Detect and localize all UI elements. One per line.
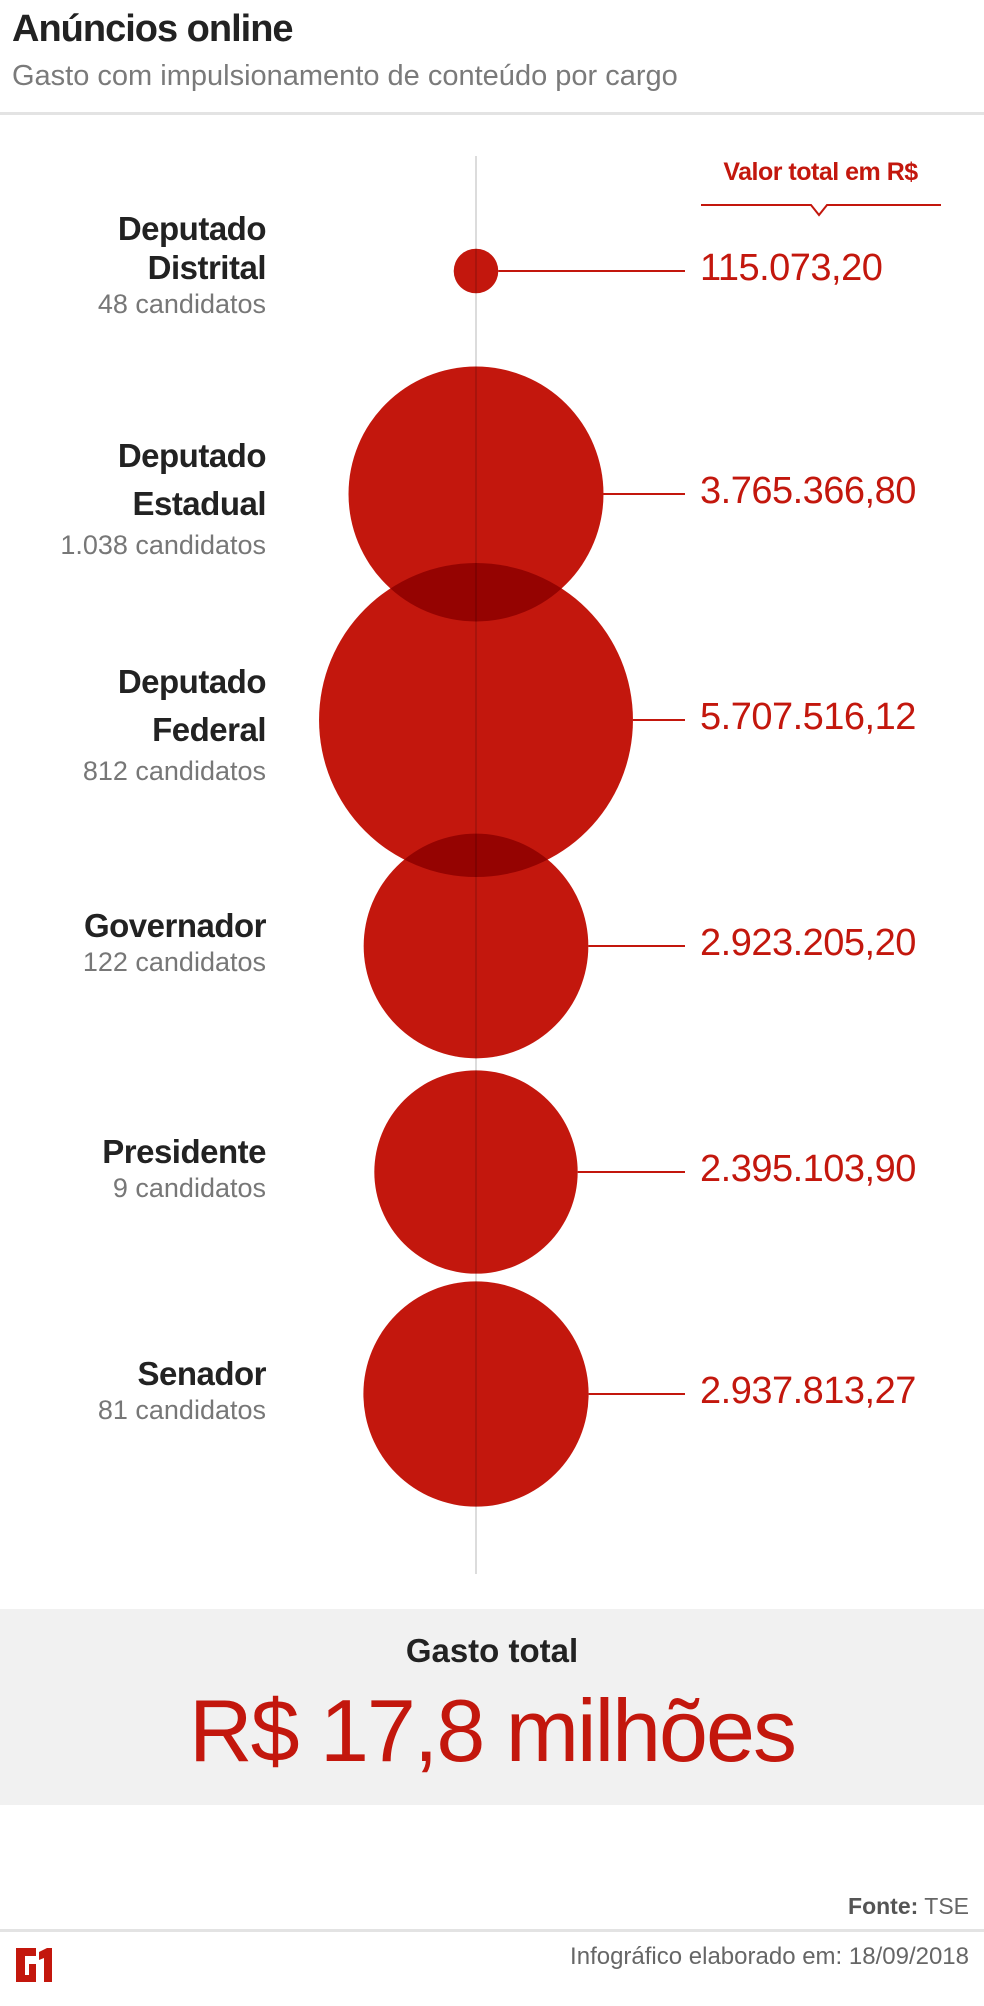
value-label: 5.707.516,12 [700,696,916,738]
page-subtitle: Gasto com impulsionamento de conteúdo po… [12,60,678,92]
category-label: Deputado Estadual 1.038 candidatos [60,432,266,562]
candidate-count: 1.038 candidatos [60,530,266,560]
category-name: Deputado [117,210,267,247]
category-label: Presidente 9 candidatos [102,1132,266,1205]
bubble [348,366,604,622]
bubble [363,1281,589,1507]
total-label: Gasto total [405,1632,579,1669]
candidate-count: 122 candidatos [82,946,266,977]
category-name: Governador [83,906,267,944]
bubble-chart [319,156,941,1574]
header-divider [0,112,984,115]
value-label: 115.073,20 [700,247,883,289]
category-name: Deputado [117,437,267,474]
value-header: Valor total em R$ [723,158,918,186]
category-name: Senador [137,1354,266,1392]
g1-logo [16,1948,52,1982]
source: Fonte: TSE [848,1893,969,1920]
candidate-count: 48 candidatos [97,289,266,319]
value-label: 2.395.103,90 [700,1148,916,1190]
footer-divider [0,1929,984,1932]
category-name: Federal [152,711,266,748]
category-label: Deputado Federal 812 candidatos [82,658,267,788]
total-box [0,1609,984,1805]
category-label: Deputado Distrital 48 candidatos [97,209,267,321]
category-name: Distrital [147,249,267,286]
credit-text: Infográfico elaborado em: 18/09/2018 [570,1943,969,1970]
candidate-count: 9 candidatos [112,1172,266,1203]
category-name: Deputado [117,663,267,700]
bubble [453,248,499,294]
value-header-bracket [701,204,941,217]
candidate-count: 81 candidatos [97,1394,266,1425]
category-label: Governador 122 candidatos [82,906,267,979]
bubble [374,1070,578,1274]
source-value: TSE [924,1893,969,1919]
candidate-count: 812 candidatos [82,756,266,786]
category-name: Estadual [132,485,266,522]
total-value: R$ 17,8 milhões [189,1681,797,1780]
bubble [363,833,589,1059]
category-label: Senador 81 candidatos [97,1354,267,1427]
source-label: Fonte: [848,1893,919,1919]
bubble [319,563,633,877]
value-label: 2.923.205,20 [700,922,916,964]
category-name: Presidente [102,1132,266,1170]
page-title: Anúncios online [12,8,294,50]
value-label: 2.937.813,27 [700,1370,916,1412]
value-label: 3.765.366,80 [700,470,916,512]
